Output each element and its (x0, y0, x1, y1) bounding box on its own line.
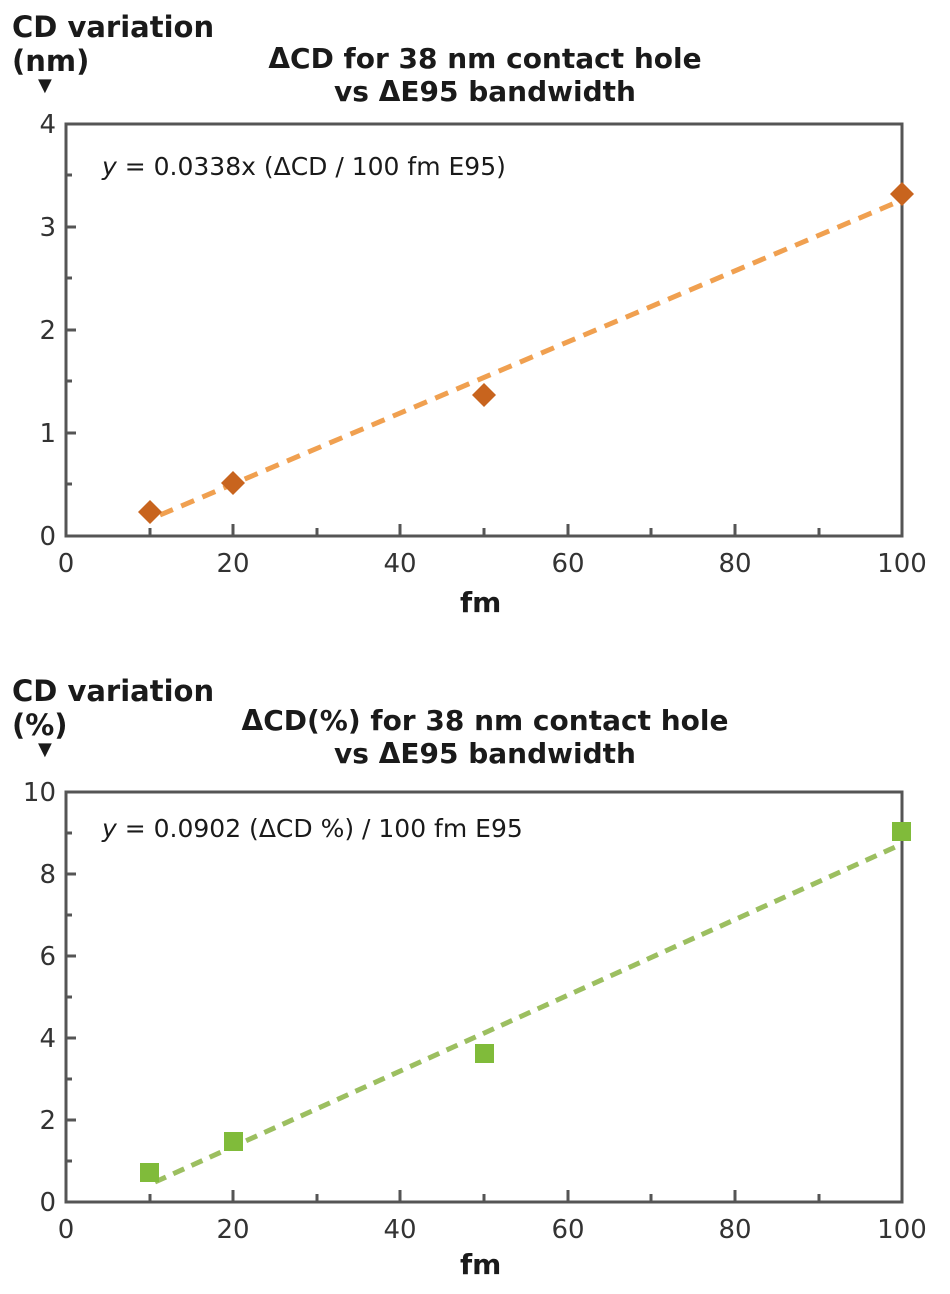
svg-text:60: 60 (551, 1215, 584, 1245)
plot-area: 0 1 2 3 4 0 20 40 60 80 100 (39, 110, 927, 579)
svg-text:100: 100 (877, 1215, 927, 1245)
down-arrow-icon: ▼ (38, 75, 52, 96)
svg-text:0: 0 (39, 1188, 56, 1218)
plot-area: 0 2 4 6 8 10 0 20 40 60 80 100 (23, 778, 927, 1245)
data-point (475, 1044, 494, 1063)
y-tick-labels: 0 1 2 3 4 (39, 110, 56, 552)
y-tick-marks (66, 831, 76, 1163)
x-tick-labels: 0 20 40 60 80 100 (58, 549, 927, 579)
svg-text:40: 40 (383, 1215, 416, 1245)
data-markers (138, 182, 914, 524)
svg-text:20: 20 (216, 549, 249, 579)
data-point (224, 1132, 243, 1151)
fit-equation: y = 0.0338x (ΔCD / 100 fm E95) (102, 152, 506, 181)
x-tick-marks (148, 524, 821, 536)
down-arrow-icon: ▼ (38, 739, 52, 760)
svg-text:0: 0 (58, 1215, 75, 1245)
fit-equation: y = 0.0902 (ΔCD %) / 100 fm E95 (102, 814, 523, 843)
data-markers (140, 822, 911, 1182)
svg-text:2: 2 (39, 1106, 56, 1136)
x-tick-labels: 0 20 40 60 80 100 (58, 1215, 927, 1245)
svg-text:100: 100 (877, 549, 927, 579)
svg-text:3: 3 (39, 213, 56, 243)
svg-text:10: 10 (23, 778, 56, 808)
svg-text:80: 80 (718, 549, 751, 579)
x-axis-label: fm (460, 1248, 502, 1281)
fit-line (159, 197, 903, 518)
svg-text:4: 4 (39, 110, 56, 140)
chart-title: ΔCD for 38 nm contact hole vs ΔE95 bandw… (268, 42, 702, 108)
fit-line (153, 841, 904, 1185)
svg-text:2: 2 (39, 316, 56, 346)
chart-cd-percent: 0 2 4 6 8 10 0 20 40 60 80 100 CD variat… (0, 668, 950, 1294)
plot-frame (64, 122, 904, 538)
data-point (140, 1163, 159, 1182)
chart-cd-nm: 0 1 2 3 4 0 20 40 60 80 100 CD variation… (0, 0, 950, 640)
data-point (221, 471, 245, 495)
y-axis-label: CD variation (nm) ▼ (12, 10, 215, 96)
plot-frame (64, 790, 904, 1204)
svg-text:0: 0 (39, 522, 56, 552)
svg-text:0: 0 (58, 549, 75, 579)
svg-text:4: 4 (39, 1024, 56, 1054)
y-tick-labels: 0 2 4 6 8 10 (23, 778, 56, 1218)
svg-text:80: 80 (718, 1215, 751, 1245)
svg-text:1: 1 (39, 419, 56, 449)
data-point (892, 822, 911, 841)
svg-text:40: 40 (383, 549, 416, 579)
svg-text:8: 8 (39, 860, 56, 890)
chart-title: ΔCD(%) for 38 nm contact hole vs ΔE95 ba… (241, 704, 729, 770)
svg-text:6: 6 (39, 942, 56, 972)
y-axis-label: CD variation (%) ▼ (12, 674, 215, 760)
x-tick-marks (148, 1190, 821, 1202)
svg-text:20: 20 (216, 1215, 249, 1245)
svg-text:60: 60 (551, 549, 584, 579)
data-point (138, 500, 162, 524)
data-point (890, 182, 914, 206)
data-point (472, 383, 496, 407)
y-tick-marks (66, 173, 76, 486)
x-axis-label: fm (460, 586, 502, 619)
